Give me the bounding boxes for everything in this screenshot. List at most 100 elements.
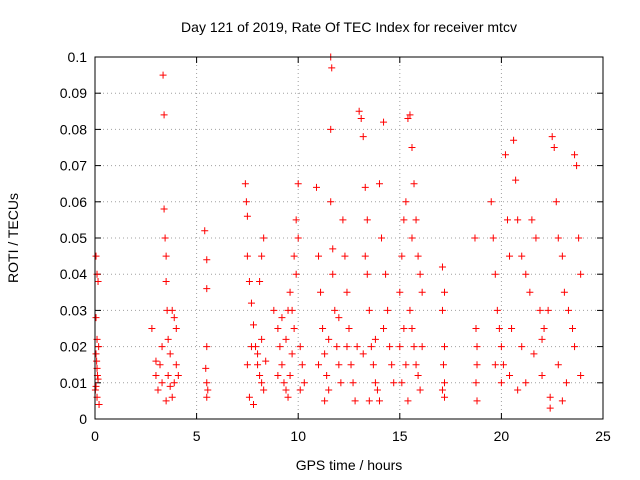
data-point bbox=[335, 361, 343, 369]
data-point bbox=[329, 245, 337, 253]
data-point bbox=[300, 379, 308, 387]
data-point bbox=[554, 234, 562, 242]
y-tick-label: 0.08 bbox=[60, 121, 87, 137]
data-point bbox=[532, 234, 540, 242]
data-point bbox=[404, 397, 412, 405]
data-point bbox=[526, 288, 534, 296]
x-tick-label: 25 bbox=[595, 428, 611, 444]
data-point bbox=[493, 306, 501, 314]
data-point bbox=[203, 393, 211, 401]
data-point bbox=[258, 335, 266, 343]
data-point bbox=[284, 393, 292, 401]
data-point bbox=[540, 325, 548, 332]
data-point bbox=[384, 306, 392, 314]
data-point bbox=[333, 343, 341, 351]
data-point bbox=[410, 180, 418, 188]
data-point bbox=[335, 314, 343, 322]
data-point bbox=[95, 343, 103, 351]
data-point bbox=[472, 325, 480, 332]
data-point bbox=[260, 386, 268, 394]
data-point bbox=[168, 393, 176, 401]
x-tick-label: 5 bbox=[193, 428, 201, 444]
data-point bbox=[282, 335, 290, 343]
data-point bbox=[573, 162, 581, 170]
data-point bbox=[378, 234, 386, 242]
data-point bbox=[166, 350, 174, 358]
data-point bbox=[495, 325, 503, 332]
data-point bbox=[254, 361, 262, 369]
data-point bbox=[577, 270, 585, 278]
data-point bbox=[170, 314, 178, 322]
data-point bbox=[558, 252, 566, 260]
data-point bbox=[284, 306, 292, 314]
data-point bbox=[258, 252, 266, 260]
data-point bbox=[172, 325, 180, 332]
plot-frame bbox=[94, 56, 604, 420]
data-point bbox=[323, 372, 331, 380]
x-tick-label: 0 bbox=[91, 428, 99, 444]
data-point bbox=[508, 325, 516, 332]
data-point bbox=[343, 288, 351, 296]
data-point bbox=[158, 379, 166, 387]
data-point bbox=[536, 306, 544, 314]
data-point bbox=[418, 288, 426, 296]
data-point bbox=[164, 335, 172, 343]
data-point bbox=[518, 252, 526, 260]
data-point bbox=[506, 252, 514, 260]
data-point bbox=[497, 379, 505, 387]
data-point bbox=[315, 252, 323, 260]
y-tick-label: 0.01 bbox=[60, 375, 87, 391]
data-point bbox=[154, 386, 162, 394]
data-point bbox=[406, 306, 414, 314]
data-point bbox=[367, 343, 375, 351]
data-point bbox=[164, 372, 172, 380]
data-point bbox=[359, 133, 367, 141]
data-point bbox=[416, 270, 424, 278]
data-point bbox=[286, 372, 294, 380]
data-point bbox=[548, 133, 556, 141]
data-point bbox=[530, 350, 538, 358]
data-point bbox=[160, 205, 168, 213]
data-point bbox=[408, 325, 416, 332]
data-point bbox=[274, 325, 282, 332]
y-tick-label: 0.05 bbox=[60, 230, 87, 246]
data-point bbox=[380, 118, 388, 126]
data-point bbox=[487, 198, 495, 206]
data-point bbox=[93, 357, 101, 365]
data-point bbox=[408, 234, 416, 242]
data-point bbox=[441, 343, 449, 351]
data-point bbox=[575, 234, 583, 242]
x-tick-label: 15 bbox=[392, 428, 408, 444]
data-point bbox=[92, 314, 100, 322]
data-point bbox=[361, 252, 369, 260]
data-point bbox=[327, 125, 335, 133]
data-point bbox=[414, 372, 422, 380]
data-point bbox=[162, 252, 170, 260]
data-point bbox=[243, 212, 251, 220]
data-points bbox=[91, 53, 585, 412]
data-point bbox=[258, 379, 266, 387]
y-axis-label: ROTI / TECUs bbox=[5, 193, 21, 283]
data-point bbox=[416, 386, 424, 394]
data-point bbox=[471, 234, 479, 242]
data-point bbox=[329, 270, 337, 278]
data-point bbox=[288, 350, 296, 358]
data-point bbox=[161, 234, 169, 242]
data-point bbox=[369, 361, 377, 369]
data-point bbox=[400, 216, 408, 224]
data-point bbox=[373, 386, 381, 394]
data-point bbox=[331, 306, 339, 314]
data-point bbox=[571, 151, 579, 159]
y-tick-label: 0.03 bbox=[60, 302, 87, 318]
data-point bbox=[402, 361, 410, 369]
data-point bbox=[349, 379, 357, 387]
data-point bbox=[518, 343, 526, 351]
data-point bbox=[166, 382, 174, 390]
data-point bbox=[245, 277, 253, 285]
data-point bbox=[254, 350, 262, 358]
data-point bbox=[245, 393, 253, 401]
data-point bbox=[473, 343, 481, 351]
data-point bbox=[337, 379, 345, 387]
data-point bbox=[544, 306, 552, 314]
data-point bbox=[347, 361, 355, 369]
